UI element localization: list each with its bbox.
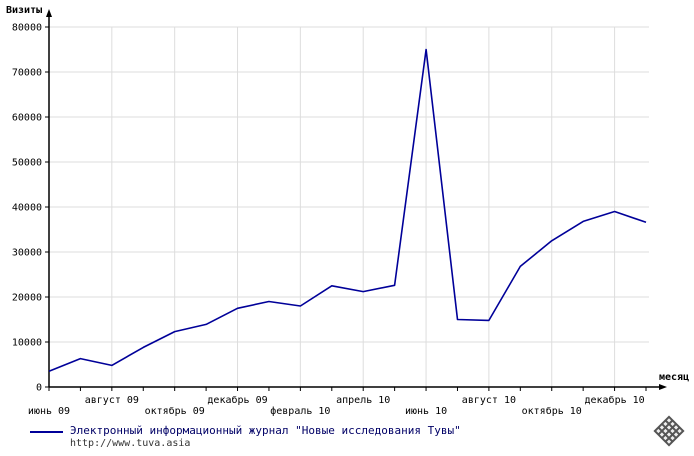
series-line [48, 48, 647, 373]
endless-knot-icon [653, 415, 685, 447]
x-tick-label: декабрь 09 [207, 394, 267, 406]
chart-axes [46, 9, 667, 390]
y-tick-label: 40000 [12, 203, 42, 214]
y-tick-label: 10000 [12, 338, 42, 349]
y-tick-label: 80000 [12, 23, 42, 34]
legend-url: http://www.tuva.asia [70, 438, 191, 449]
x-tick-label: октябрь 10 [522, 405, 582, 417]
x-tick-label: август 10 [462, 395, 516, 406]
y-tick-label: 20000 [12, 293, 42, 304]
y-axis-arrow [46, 9, 52, 17]
x-tick-label: август 09 [85, 395, 139, 406]
x-tick-label: октябрь 09 [145, 405, 205, 417]
x-tick-label: июнь 09 [28, 406, 70, 417]
y-axis-ticks: 0 10000 20000 30000 40000 50000 60000 70000 8000… [12, 23, 49, 394]
y-tick-label: 50000 [12, 158, 42, 169]
x-axis-arrow [659, 384, 667, 390]
legend-swatch [30, 431, 63, 433]
y-tick-label: 30000 [12, 248, 42, 259]
chart-grid [49, 26, 649, 387]
y-axis-label: Визиты [6, 5, 42, 16]
y-tick-label: 60000 [12, 113, 42, 124]
x-tick-label: февраль 10 [270, 405, 330, 417]
x-tick-label: декабрь 10 [584, 394, 644, 406]
y-tick-label: 70000 [12, 68, 42, 79]
x-tick-label: июнь 10 [405, 406, 447, 417]
legend-label: Электронный информационный журнал "Новые… [70, 424, 461, 437]
x-axis-label: месяц [659, 372, 689, 383]
chart-series [48, 48, 647, 373]
x-tick-label: апрель 10 [336, 395, 390, 406]
y-tick-label: 0 [36, 383, 42, 394]
